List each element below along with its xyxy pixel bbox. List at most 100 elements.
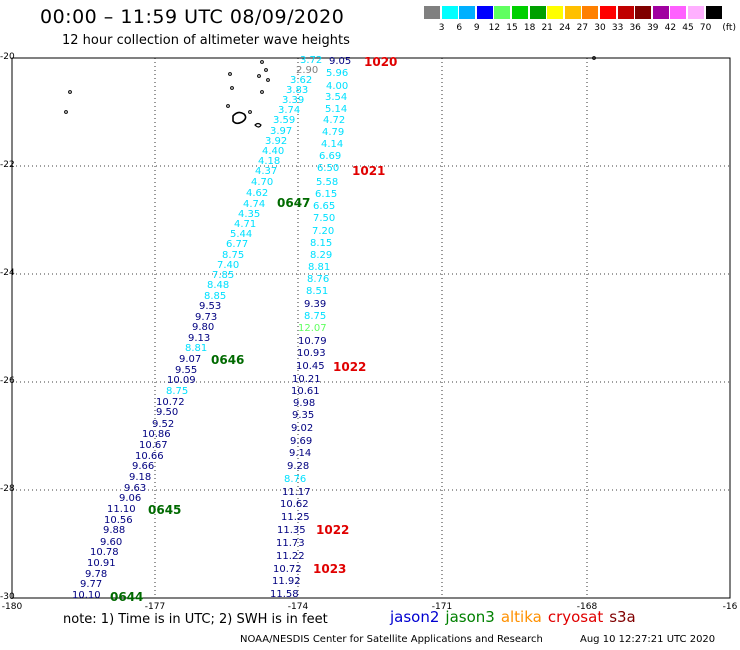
wave-height-value: 10.10: [72, 590, 101, 601]
wave-height-value: 9.06: [119, 493, 142, 504]
wave-height-value: 11.92: [272, 576, 301, 587]
page-title: 00:00 – 11:59 UTC 08/09/2020: [40, 6, 345, 28]
wave-height-value: 9.14: [289, 448, 312, 459]
wave-height-value: 11.58: [270, 589, 299, 600]
wave-height-value: 11.22: [276, 551, 305, 562]
wave-height-value: 10.67: [139, 440, 168, 451]
color-swatch: [635, 6, 652, 19]
island-outline: [257, 74, 261, 78]
color-scale-tick: 45: [682, 23, 694, 33]
wave-height-value: 10.09: [167, 375, 196, 386]
wave-height-value: 3.54: [325, 92, 348, 103]
wave-height-value: 3.39: [282, 95, 305, 106]
wave-height-value: 10.93: [297, 348, 326, 359]
wave-height-value: 4.62: [246, 188, 269, 199]
wave-height-value: 4.79: [322, 127, 345, 138]
wave-height-value: 4.40: [262, 146, 285, 157]
latitude-tick-label: -28: [0, 484, 15, 494]
color-scale-tick: 70: [699, 23, 712, 33]
wave-height-value: 9.63: [124, 483, 147, 494]
wave-height-value: 4.35: [238, 209, 261, 220]
wave-height-value: 11.73: [276, 538, 305, 549]
color-scale-tick: 15: [506, 23, 518, 33]
color-scale-tick: 9: [473, 23, 480, 33]
wave-height-value: 4.72: [323, 115, 346, 126]
wave-height-value: 4.00: [326, 81, 349, 92]
generated-timestamp: Aug 10 12:27:21 UTC 2020: [580, 634, 716, 645]
wave-height-value: 9.69: [290, 436, 313, 447]
wave-height-value: 6.50: [317, 163, 340, 174]
island-outline: [266, 78, 270, 82]
color-scale-tick: 3: [438, 23, 445, 33]
wave-height-value: 11.25: [281, 512, 310, 523]
color-scale-tick: 21: [541, 23, 553, 33]
island-outline: [264, 68, 268, 72]
wave-height-value: 12.07: [298, 323, 327, 334]
wave-height-value: 6.15: [315, 189, 338, 200]
color-scale-tick: 24: [559, 23, 571, 33]
wave-height-value: 9.50: [156, 407, 179, 418]
wave-height-value: 2.90: [296, 65, 319, 76]
satellite-name: jason3: [445, 608, 495, 626]
longitude-tick-label: -174: [287, 602, 309, 612]
wave-height-value: 8.81: [185, 343, 208, 354]
island-outline: [230, 86, 234, 90]
wave-height-value: 9.07: [179, 354, 202, 365]
color-swatch: [441, 6, 458, 19]
wave-height-value: 8.75: [222, 250, 245, 261]
pass-time-label: 0645: [148, 503, 182, 517]
satellite-name: jason2: [390, 608, 440, 626]
wave-height-value: 9.88: [103, 525, 126, 536]
wave-height-value: 8.29: [310, 250, 333, 261]
color-swatch: [582, 6, 599, 19]
island-outline: [260, 60, 264, 64]
pass-time-label: 0644: [110, 590, 144, 604]
wave-height-value: 4.71: [234, 219, 257, 230]
wave-height-value: 5.14: [325, 104, 348, 115]
color-scale-tick: 27: [576, 23, 589, 33]
wave-height-value: 4.18: [258, 156, 281, 167]
wave-height-value: 6.77: [226, 239, 249, 250]
wave-height-value: 9.80: [192, 322, 215, 333]
wave-height-value: 8.15: [310, 238, 333, 249]
wave-height-value: 10.72: [273, 564, 302, 575]
color-scale-tick: 12: [488, 23, 501, 33]
color-scale-tick: 18: [523, 23, 536, 33]
color-scale-tick: 36: [629, 23, 641, 33]
wave-height-value: 10.66: [135, 451, 164, 462]
pressure-label: 1020: [364, 55, 398, 69]
wave-height-value: 4.70: [251, 177, 274, 188]
wave-height-value: 9.02: [291, 423, 314, 434]
pressure-label: 1022: [316, 523, 350, 537]
island-outline: [228, 72, 232, 76]
island-outline: [254, 122, 262, 128]
wave-height-value: 11.35: [277, 525, 306, 536]
wave-height-value: 7.85: [212, 270, 235, 281]
color-scale-tick: 6: [456, 23, 463, 33]
satellite-legend: jason2 jason3 altika cryosat s3a: [390, 608, 642, 626]
wave-height-value: 9.60: [100, 537, 123, 548]
wave-height-value: 10.72: [156, 397, 185, 408]
wave-height-value: 9.18: [129, 472, 152, 483]
wave-height-value: 4.14: [321, 139, 344, 150]
wave-height-value: 3.97: [270, 126, 293, 137]
pass-time-label: 0647: [277, 196, 311, 210]
wave-height-value: 8.75: [166, 386, 189, 397]
island-outline: [64, 110, 68, 114]
wave-height-value: 9.78: [85, 569, 108, 580]
wave-height-value: 7.20: [312, 226, 335, 237]
latitude-tick-label: -20: [0, 52, 15, 62]
island-outline: [248, 110, 252, 114]
longitude-tick-label: -16: [722, 602, 738, 612]
color-scale-unit: (ft): [722, 23, 736, 33]
wave-height-value: 9.53: [199, 301, 222, 312]
page-subtitle: 12 hour collection of altimeter wave hei…: [62, 33, 350, 48]
wave-height-value: 4.74: [243, 199, 266, 210]
island-outline: [592, 56, 596, 60]
color-swatch: [459, 6, 476, 19]
island-outlines: [64, 56, 596, 128]
color-swatch: [688, 6, 704, 19]
wave-height-value: 9.55: [175, 365, 198, 376]
